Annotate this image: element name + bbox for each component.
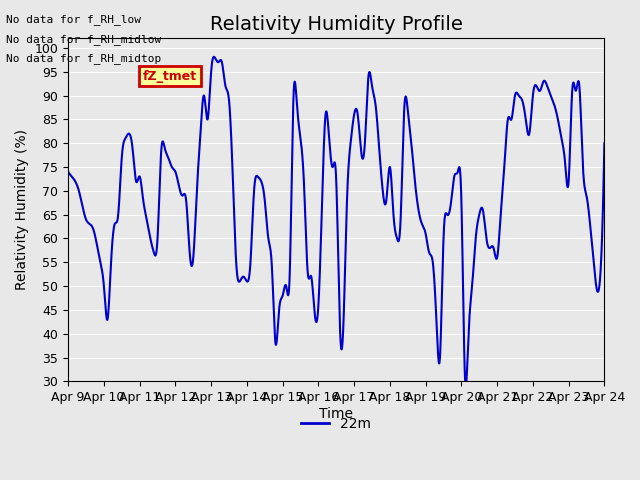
Title: Relativity Humidity Profile: Relativity Humidity Profile xyxy=(210,15,463,34)
Y-axis label: Relativity Humidity (%): Relativity Humidity (%) xyxy=(15,130,29,290)
Text: No data for f_RH_low: No data for f_RH_low xyxy=(6,14,141,25)
X-axis label: Time: Time xyxy=(319,407,353,421)
Text: fZ_tmet: fZ_tmet xyxy=(143,70,197,83)
Legend: 22m: 22m xyxy=(296,411,377,436)
Text: No data for f_RH_midtop: No data for f_RH_midtop xyxy=(6,53,162,64)
Text: No data for f_RH_midlow: No data for f_RH_midlow xyxy=(6,34,162,45)
